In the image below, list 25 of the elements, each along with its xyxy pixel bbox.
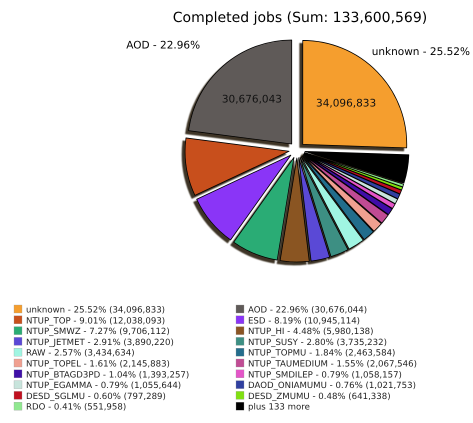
legend-label: NTUP_TOPMU - 1.84% (2,463,584) xyxy=(248,348,396,359)
data-label: 30,676,043 xyxy=(222,94,282,106)
legend-label: DAOD_ONIAMUMU - 0.76% (1,021,753) xyxy=(248,381,416,392)
legend-label: NTUP_TAUMEDIUM - 1.55% (2,067,546) xyxy=(248,360,417,370)
legend-label: unknown - 25.52% (34,096,833) xyxy=(26,306,166,316)
legend-label: AOD - 22.96% (30,676,044) xyxy=(248,306,368,316)
legend-label: NTUP_SUSY - 2.80% (3,735,232) xyxy=(248,338,387,348)
legend-label: NTUP_JETMET - 2.91% (3,890,220) xyxy=(26,338,174,348)
legend-label: DESD_SGLMU - 0.60% (797,289) xyxy=(26,392,166,402)
legend-label: NTUP_BTAGD3PD - 1.04% (1,393,257) xyxy=(26,370,190,380)
legend-label: ESD - 8.19% (10,945,114) xyxy=(248,316,360,326)
legend-label: NTUP_TOPEL - 1.61% (2,145,883) xyxy=(26,360,170,370)
legend-label: RAW - 2.57% (3,434,634) xyxy=(26,348,135,359)
text: unknown - 25.52% xyxy=(372,46,470,58)
legend-label: NTUP_SMWZ - 7.27% (9,706,112) xyxy=(26,327,170,338)
legend-label: RDO - 0.41% (551,958) xyxy=(26,402,126,413)
legend-label: DESD_ZMUMU - 0.48% (641,338) xyxy=(248,392,391,402)
legend-label: NTUP_TOP - 9.01% (12,038,093) xyxy=(26,316,166,326)
data-label: 34,096,833 xyxy=(316,97,376,110)
text: AOD - 22.96% xyxy=(126,40,200,52)
legend-label: plus 133 more xyxy=(248,402,310,413)
chart-title: Completed jobs (Sum: 133,600,569) xyxy=(172,10,428,26)
legend-label: NTUP_SMDILEP - 0.79% (1,058,157) xyxy=(248,370,402,380)
legend-label: NTUP_HI - 4.48% (5,980,138) xyxy=(248,327,374,338)
legend-label: NTUP_EGAMMA - 0.79% (1,055,644) xyxy=(26,381,182,392)
